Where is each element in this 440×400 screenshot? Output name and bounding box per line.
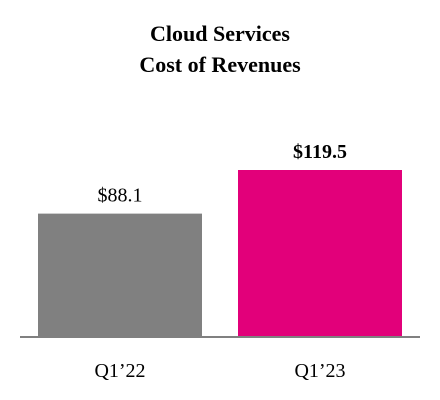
chart-title-line-2: Cost of Revenues: [139, 52, 301, 77]
x-tick-label-2: Q1’23: [294, 360, 345, 382]
data-label-1: $88.1: [98, 185, 143, 207]
chart-title-line-1: Cloud Services: [150, 21, 290, 46]
bars-group: [38, 170, 402, 336]
labels-group: $88.1 Q1’22 $119.5 Q1’23: [94, 141, 347, 382]
bar-2: [238, 170, 402, 336]
x-tick-label-1: Q1’22: [94, 360, 145, 382]
data-label-2: $119.5: [293, 141, 347, 163]
chart-title: Cloud Services Cost of Revenues: [0, 18, 440, 80]
bar-1: [38, 213, 202, 336]
